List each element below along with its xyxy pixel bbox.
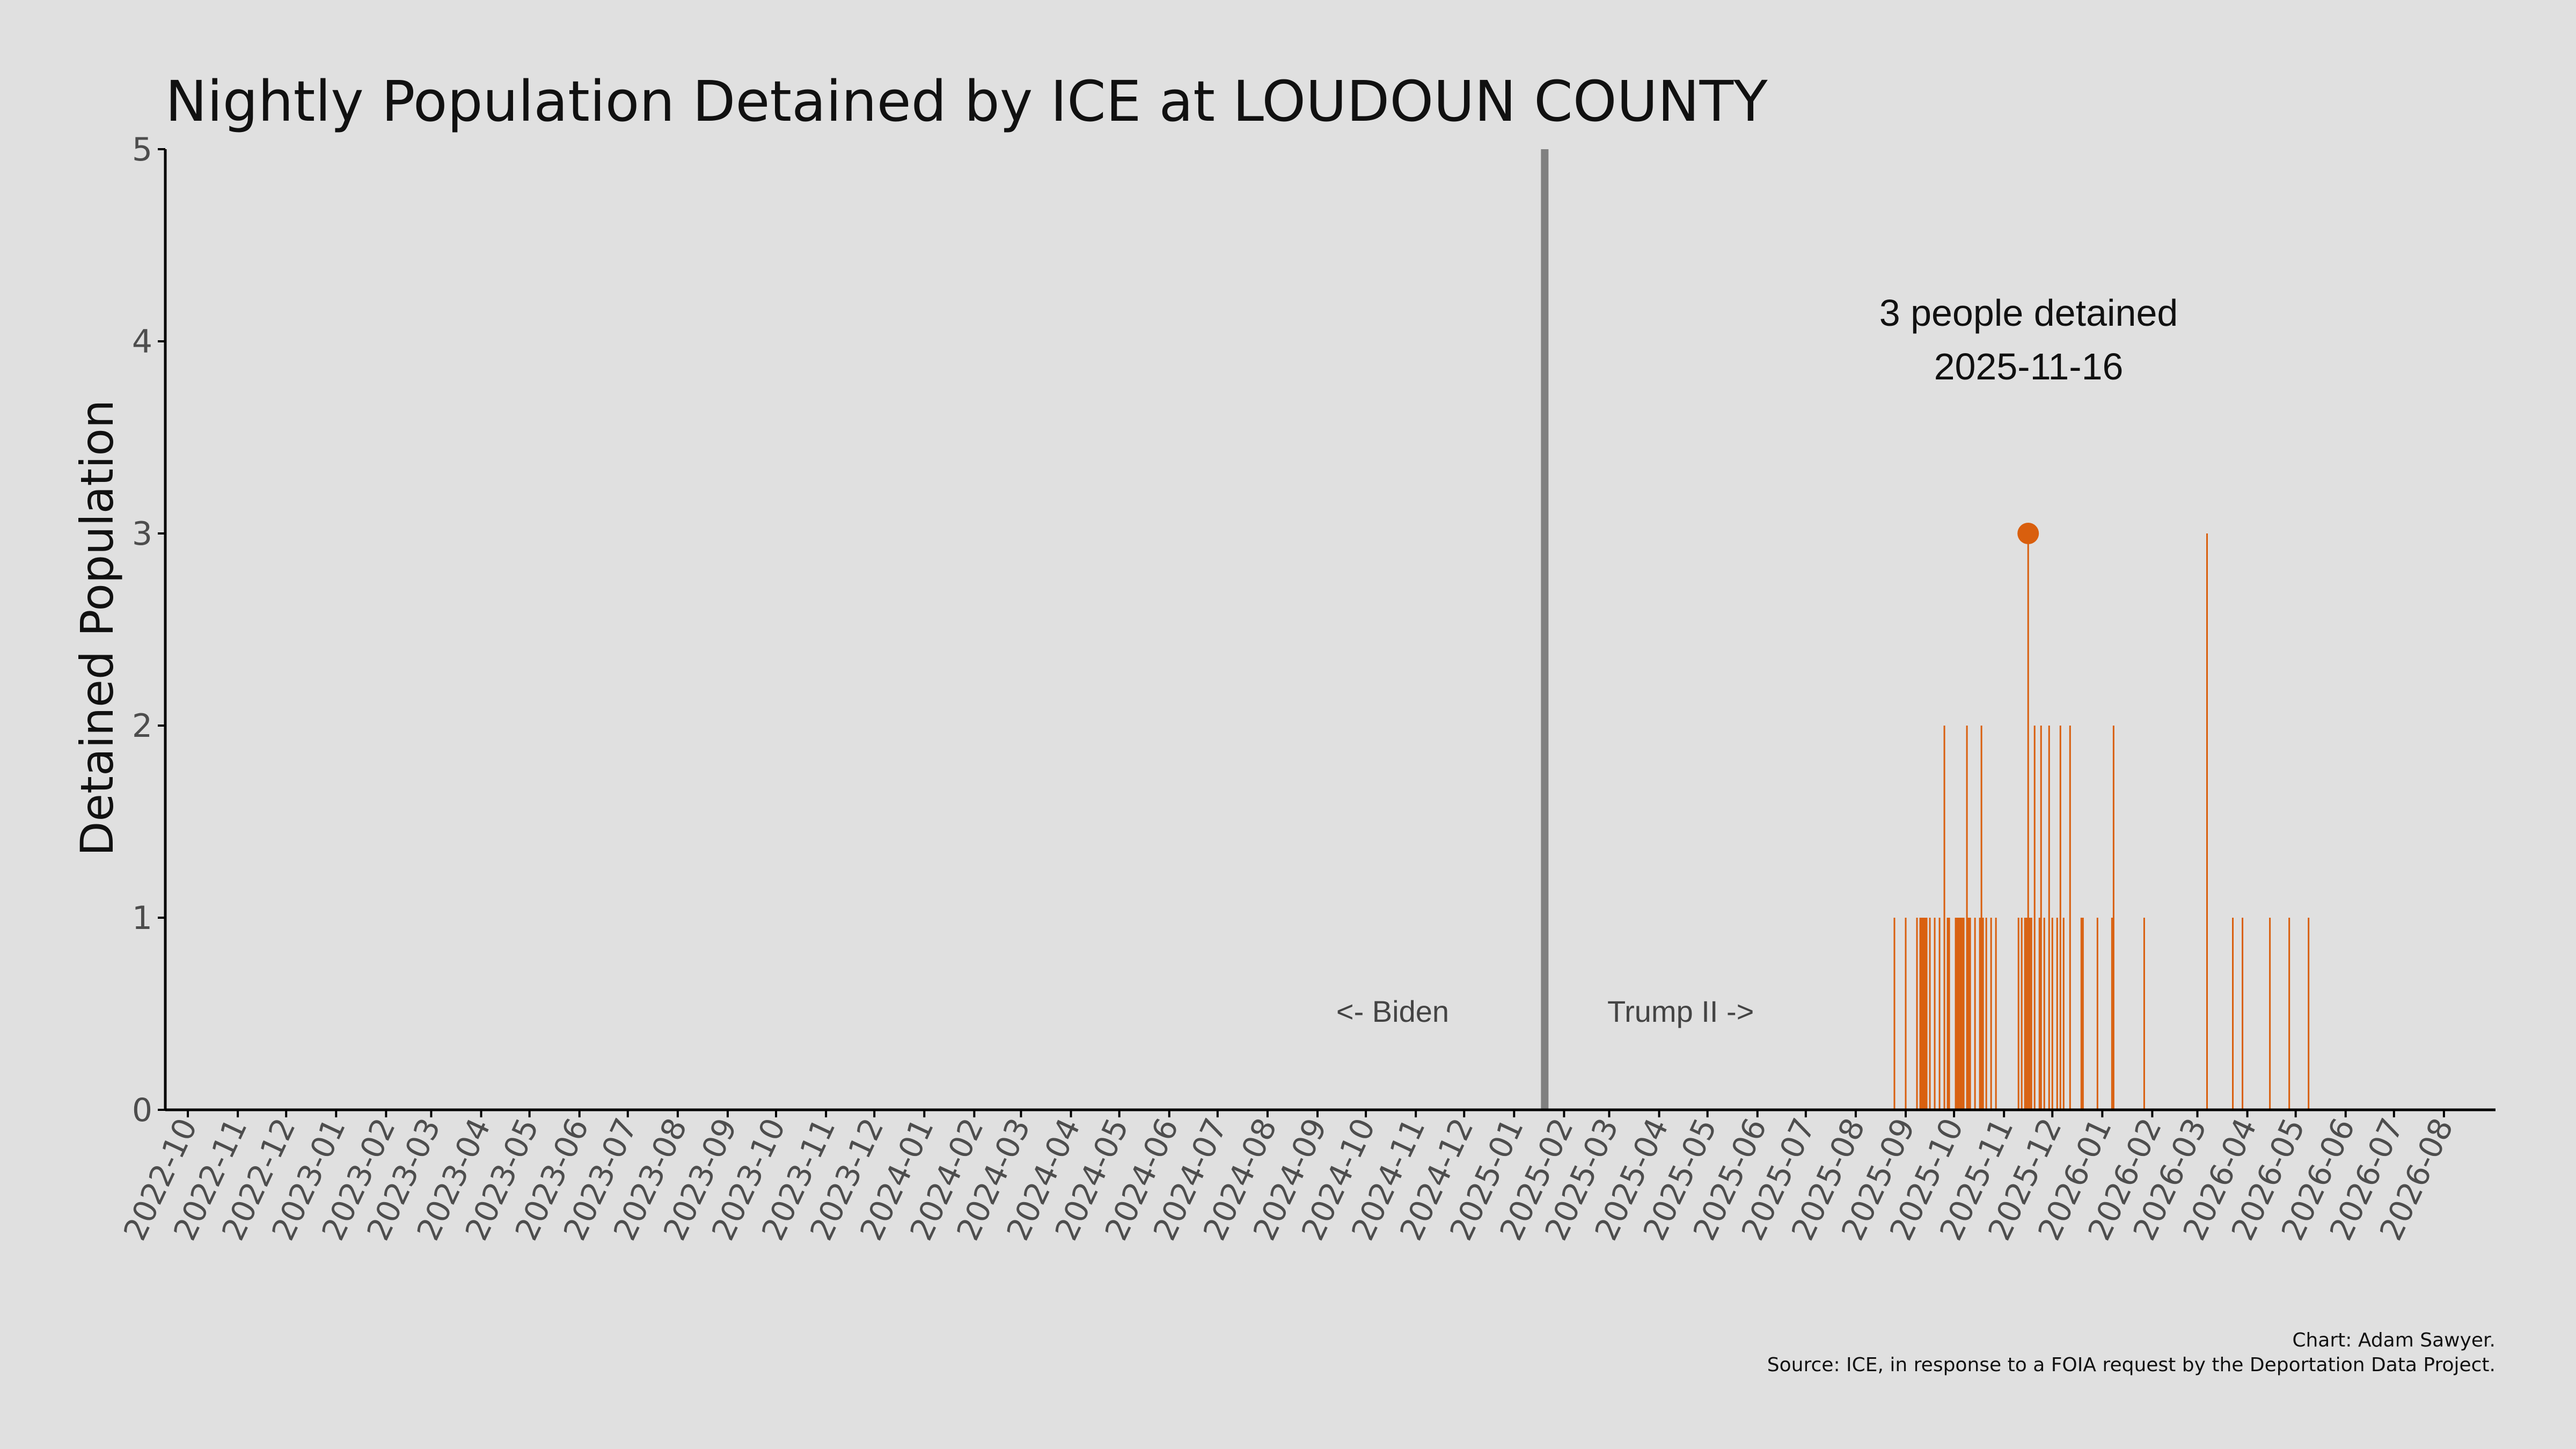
y-tick-label: 4	[132, 323, 152, 361]
bar	[2029, 918, 2031, 1110]
bar	[1921, 918, 1923, 1110]
y-tick-label: 5	[132, 131, 152, 169]
bar	[2043, 918, 2045, 1110]
bar	[1916, 918, 1918, 1110]
bar	[1948, 918, 1950, 1110]
bar	[1961, 918, 1963, 1110]
y-tick-label: 2	[132, 707, 152, 745]
bar	[1959, 918, 1962, 1110]
bar	[1985, 918, 1987, 1110]
bar	[1990, 918, 1992, 1110]
bar	[1967, 918, 1970, 1110]
bar	[2017, 918, 2019, 1110]
bar	[2269, 918, 2271, 1110]
x-axis-ticks: 2022-102022-112022-122023-012023-022023-…	[116, 1110, 2461, 1246]
y-axis-ticks: 0 1 2 3 4 5	[132, 131, 165, 1129]
bar	[2038, 918, 2040, 1110]
trump-era-label: Trump II ->	[1607, 994, 1754, 1028]
bar	[1982, 918, 1984, 1110]
bar	[2242, 918, 2244, 1110]
highlight-annotation-line2: 2025-11-16	[1934, 346, 2124, 387]
bar	[2143, 918, 2145, 1110]
bar	[2024, 918, 2026, 1110]
bar	[2096, 918, 2098, 1110]
y-axis-label: Detained Population	[71, 400, 123, 856]
bar	[2033, 726, 2036, 1110]
bar	[1958, 918, 1960, 1110]
bar-series	[1893, 533, 2310, 1110]
bar	[1934, 918, 1936, 1110]
highlight-point	[2017, 523, 2039, 544]
bar	[2040, 726, 2042, 1110]
bar	[2030, 918, 2032, 1110]
bar	[2082, 918, 2084, 1110]
bar	[1924, 918, 1926, 1110]
bar	[2206, 533, 2208, 1110]
bar	[1974, 918, 1976, 1110]
bar	[2069, 726, 2071, 1110]
bar	[1922, 918, 1924, 1110]
bar	[1980, 726, 1982, 1110]
bar	[1995, 918, 1997, 1110]
y-tick-label: 0	[132, 1092, 152, 1129]
y-tick-label: 1	[132, 899, 152, 937]
bar	[1943, 726, 1945, 1110]
highlight-annotation-line1: 3 people detained	[1879, 292, 2178, 334]
bar	[1938, 918, 1941, 1110]
source-credit: Source: ICE, in response to a FOIA reque…	[1767, 1354, 2496, 1376]
bar	[2232, 918, 2234, 1110]
bar	[2056, 918, 2058, 1110]
bar	[2308, 918, 2310, 1110]
biden-era-label: <- Biden	[1336, 994, 1449, 1028]
bar	[2111, 918, 2113, 1110]
chart-credit: Chart: Adam Sawyer.	[2292, 1329, 2496, 1351]
chart-title: Nightly Population Detained by ICE at LO…	[165, 69, 1768, 134]
bar	[1893, 918, 1896, 1110]
bar	[2048, 726, 2050, 1110]
bar	[1963, 918, 1965, 1110]
bar	[1919, 918, 1921, 1110]
bar	[2059, 726, 2061, 1110]
bar	[2288, 918, 2290, 1110]
bar	[2051, 918, 2053, 1110]
bar	[2112, 726, 2114, 1110]
bar	[1969, 918, 1971, 1110]
bar	[1956, 918, 1958, 1110]
bar	[2062, 918, 2065, 1110]
bar	[1955, 918, 1957, 1110]
bar	[1929, 918, 1931, 1110]
bar	[1979, 918, 1981, 1110]
bar	[2080, 918, 2082, 1110]
bar	[1946, 918, 1949, 1110]
bar	[1926, 918, 1928, 1110]
bar	[1966, 726, 1968, 1110]
bar	[2025, 918, 2028, 1110]
bar	[2021, 918, 2023, 1110]
y-tick-label: 3	[132, 515, 152, 553]
bar	[1905, 918, 1907, 1110]
bar	[2027, 533, 2029, 1110]
